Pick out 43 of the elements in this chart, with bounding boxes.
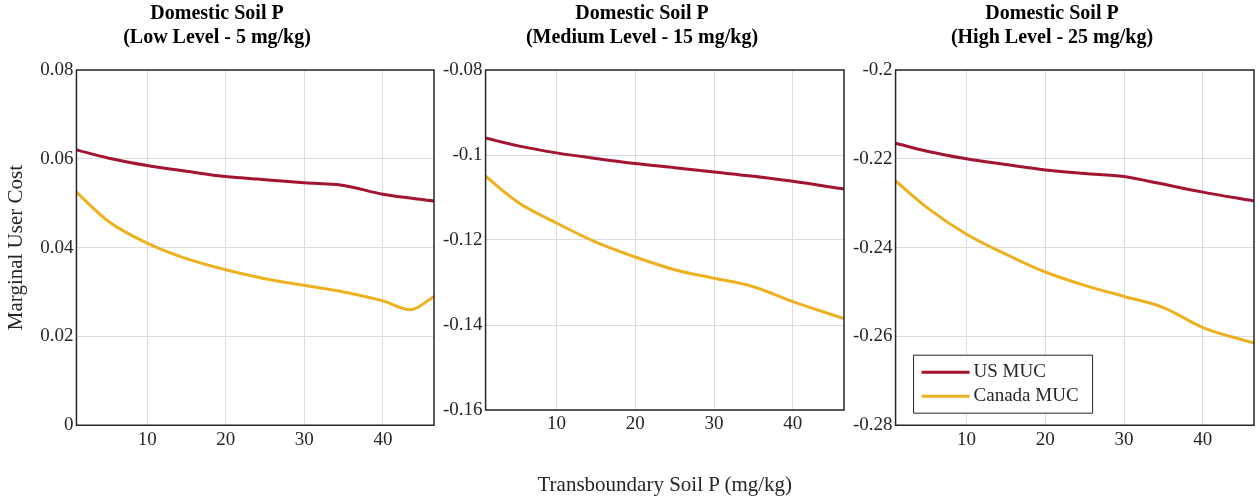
y-tick-label: 0.02 xyxy=(40,324,74,346)
line-series xyxy=(895,179,1254,345)
x-tick-label: 20 xyxy=(625,412,645,434)
y-tick-label: -0.24 xyxy=(853,235,894,257)
x-tick-label: 40 xyxy=(783,412,803,434)
y-tick-label: -0.16 xyxy=(443,397,483,419)
x-tick-label: 10 xyxy=(956,427,976,449)
y-tick-label: -0.1 xyxy=(452,142,483,164)
chart-title: Domestic Soil P xyxy=(985,1,1119,24)
y-tick-label: 0.04 xyxy=(40,235,74,257)
x-tick-label: 20 xyxy=(216,427,236,449)
y-tick-label: -0.2 xyxy=(862,57,893,79)
y-tick-label: -0.28 xyxy=(853,413,893,435)
x-tick-label: 40 xyxy=(373,427,393,449)
chart-title: Domestic Soil P xyxy=(575,1,709,24)
line-series xyxy=(76,148,434,203)
x-tick-label: 10 xyxy=(546,412,566,434)
x-tick-label: 30 xyxy=(1114,427,1134,449)
chart-subtitle: (High Level - 25 mg/kg) xyxy=(950,25,1154,49)
x-tick-label: 10 xyxy=(137,427,157,449)
line-series xyxy=(485,136,844,191)
line-series xyxy=(895,141,1254,203)
y-tick-label: -0.12 xyxy=(443,227,483,249)
x-tick-label: 20 xyxy=(1035,427,1055,449)
legend-label: US MUC xyxy=(973,360,1046,382)
chart-subtitle: (Medium Level - 15 mg/kg) xyxy=(525,25,759,49)
chart-subtitle: (Low Level - 5 mg/kg) xyxy=(123,25,311,49)
legend-label: Canada MUC xyxy=(973,384,1079,406)
y-tick-label: -0.08 xyxy=(443,57,483,79)
line-series xyxy=(76,190,434,312)
y-tick-label: -0.14 xyxy=(443,312,484,334)
y-tick-label: -0.22 xyxy=(853,146,893,168)
line-series xyxy=(485,174,844,321)
x-axis-title: Transboundary Soil P (mg/kg) xyxy=(537,471,793,496)
y-tick-label: -0.26 xyxy=(853,324,893,346)
x-tick-label: 40 xyxy=(1193,427,1213,449)
x-tick-label: 30 xyxy=(294,427,314,449)
y-axis-title: Marginal User Cost xyxy=(3,164,28,331)
chart-title: Domestic Soil P xyxy=(150,1,284,24)
y-tick-label: 0.08 xyxy=(40,57,74,79)
x-tick-label: 30 xyxy=(704,412,724,434)
y-tick-label: 0 xyxy=(63,413,74,435)
y-tick-label: 0.06 xyxy=(40,146,74,168)
